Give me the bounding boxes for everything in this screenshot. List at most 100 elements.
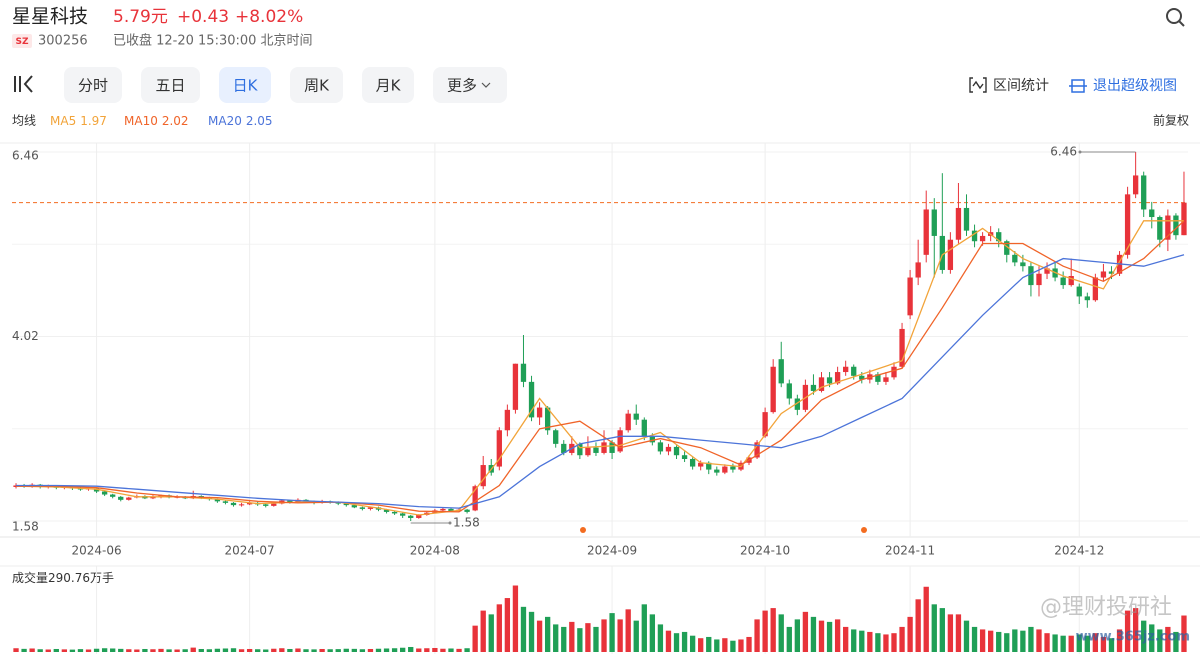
candle-body	[786, 383, 792, 399]
volume-bar	[351, 648, 357, 652]
tab[interactable]: 周K	[304, 77, 330, 95]
volume-bar	[21, 648, 27, 652]
volume-bar	[585, 623, 591, 652]
candle-body	[1108, 271, 1115, 274]
volume-bar	[408, 646, 414, 652]
candle-body	[1020, 262, 1026, 267]
volume-bar	[263, 649, 269, 652]
volume-bar	[657, 624, 664, 652]
exchange-badge	[12, 34, 32, 48]
candle-body	[1004, 241, 1010, 255]
search-button[interactable]	[1166, 8, 1185, 27]
candle-body	[1028, 266, 1034, 286]
ma-line	[16, 220, 1185, 513]
volume-bar	[722, 638, 728, 652]
candle-body	[714, 469, 720, 473]
volume-bar	[53, 648, 59, 652]
volume-bar	[440, 648, 446, 652]
volume-bar	[649, 614, 656, 652]
candle-body	[633, 413, 639, 420]
candle-body	[126, 497, 132, 500]
ma-legend-name: MA5	[50, 114, 76, 128]
candle-body	[722, 466, 728, 473]
ma-legend-value: 2.02	[162, 114, 189, 128]
candle-body	[1084, 296, 1090, 301]
candle-body	[899, 328, 905, 367]
volume-bar	[327, 649, 333, 652]
candle-body	[480, 465, 486, 487]
volume-bar	[480, 610, 486, 652]
candle-body	[1132, 175, 1139, 195]
volume-bar	[770, 608, 776, 652]
candle-body	[979, 235, 986, 242]
candle-body	[408, 515, 414, 518]
candle-body	[1068, 276, 1074, 286]
volume-bar	[311, 649, 317, 652]
tab[interactable]: 分时	[78, 77, 108, 95]
tab-bg[interactable]	[362, 67, 414, 103]
volume-bar	[786, 626, 792, 652]
tab[interactable]: 日K	[233, 77, 259, 95]
volume-bar	[834, 619, 841, 652]
candle-body	[150, 496, 156, 499]
candle-body	[947, 239, 954, 270]
candle-body	[536, 407, 543, 418]
volume-bar	[496, 604, 502, 652]
candle-body	[810, 384, 817, 391]
event-marker[interactable]	[580, 527, 586, 533]
volume-bar	[617, 619, 623, 652]
tab[interactable]: 五日	[155, 77, 185, 95]
ma-legend-value: 2.05	[246, 114, 273, 128]
candle-body	[238, 504, 245, 506]
candle-body	[641, 419, 647, 437]
volume-bar	[681, 631, 688, 652]
exit-super-view[interactable]: 退出超级视图	[1093, 78, 1177, 94]
volume-bar	[1044, 633, 1050, 652]
volume-bar	[448, 648, 454, 652]
watermark-url: www.365jz.com	[1076, 630, 1190, 645]
volume-bar	[464, 648, 470, 652]
volume-bar	[730, 640, 736, 652]
candle-body	[585, 447, 591, 456]
candle-body	[520, 363, 527, 382]
volume-bar	[593, 626, 599, 652]
adjust-label[interactable]: 前复权	[1153, 113, 1189, 128]
sidebar-toggle[interactable]	[14, 75, 33, 93]
volume-bar	[883, 634, 889, 652]
candle-body	[1044, 268, 1050, 274]
tab-bg[interactable]	[64, 67, 122, 103]
candle-body	[963, 207, 970, 231]
volume-bar	[37, 649, 43, 652]
volume-bar	[544, 616, 551, 652]
volume-bar	[673, 633, 680, 652]
candle-body	[504, 409, 511, 431]
volume-bar	[1165, 626, 1171, 652]
y-tick-label: 1.58	[12, 520, 39, 534]
volume-bar	[271, 648, 277, 652]
volume-bar	[424, 648, 430, 652]
tab-bg[interactable]	[141, 67, 200, 103]
volume-bar	[1108, 638, 1115, 652]
tab-bg[interactable]	[433, 67, 507, 103]
tab-bg[interactable]	[219, 67, 271, 103]
tab-bg[interactable]	[290, 67, 343, 103]
volume-bar	[118, 648, 124, 652]
tab[interactable]: 更多	[447, 77, 477, 95]
candle-body	[826, 377, 833, 384]
candle-body	[496, 430, 502, 467]
candle-body	[343, 503, 349, 506]
volume-bar	[1084, 635, 1090, 652]
event-marker[interactable]	[861, 527, 867, 533]
candle-body	[553, 430, 559, 444]
candle-body	[681, 455, 688, 459]
volume-bar	[907, 616, 913, 652]
tab[interactable]: 月K	[376, 77, 402, 95]
volume-bar	[577, 628, 583, 652]
candle-body	[528, 381, 535, 418]
candle-body	[335, 502, 341, 504]
volume-bar	[1060, 635, 1066, 652]
volume-bar	[633, 620, 639, 652]
volume-bar	[190, 647, 196, 652]
y-tick-label: 6.46	[12, 149, 39, 163]
range-stats[interactable]: 区间统计	[993, 78, 1049, 94]
